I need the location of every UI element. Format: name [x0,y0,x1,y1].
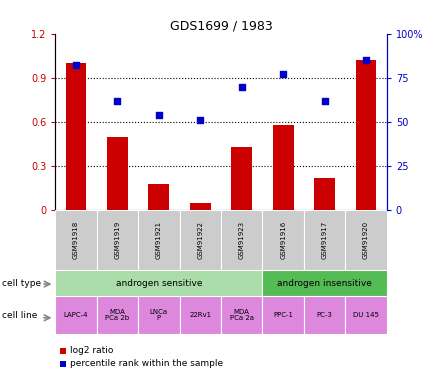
Text: MDA
PCa 2a: MDA PCa 2a [230,309,254,321]
Bar [179,296,221,334]
Bar [55,296,96,334]
Point [73,63,79,69]
Point [156,112,162,118]
Bar [314,178,335,210]
Title: GDS1699 / 1983: GDS1699 / 1983 [170,20,272,33]
Bar [138,296,179,334]
Text: GSM91916: GSM91916 [280,221,286,259]
Text: GSM91919: GSM91919 [114,221,120,259]
Bar [148,184,169,210]
Bar [345,210,387,270]
Point [114,98,121,104]
Text: cell line: cell line [2,310,37,320]
Bar [304,210,345,270]
Point [363,57,369,63]
Bar [138,210,179,270]
Text: GSM91920: GSM91920 [363,221,369,259]
Bar [190,202,211,210]
Point [321,98,328,104]
Text: log2 ratio: log2 ratio [70,346,113,355]
Text: androgen sensitive: androgen sensitive [116,279,202,288]
Bar [262,296,304,334]
Bar [356,60,377,210]
Point [197,117,204,123]
Text: 22Rv1: 22Rv1 [189,312,211,318]
Bar [107,136,128,210]
Text: PC-3: PC-3 [317,312,332,318]
Bar [345,296,387,334]
Bar [221,296,262,334]
Text: GSM91921: GSM91921 [156,221,162,259]
Bar [96,296,138,334]
Text: PPC-1: PPC-1 [273,312,293,318]
Bar [96,210,138,270]
Text: percentile rank within the sample: percentile rank within the sample [70,359,223,368]
Bar [231,147,252,210]
Bar [55,270,262,296]
Text: LNCa
P: LNCa P [150,309,168,321]
Point [238,84,245,90]
Bar [55,210,96,270]
Bar [221,210,262,270]
Bar [262,210,304,270]
Bar [65,63,86,210]
Point [280,71,286,77]
Text: MDA
PCa 2b: MDA PCa 2b [105,309,130,321]
Bar [179,210,221,270]
Text: GSM91917: GSM91917 [322,221,328,259]
Text: DU 145: DU 145 [353,312,379,318]
Text: androgen insensitive: androgen insensitive [277,279,372,288]
Bar [262,270,387,296]
Text: GSM91923: GSM91923 [239,221,245,259]
Text: LAPC-4: LAPC-4 [64,312,88,318]
Bar [273,125,294,210]
Text: GSM91918: GSM91918 [73,221,79,259]
Text: cell type: cell type [2,279,41,288]
Text: GSM91922: GSM91922 [197,221,203,259]
Bar [304,296,345,334]
